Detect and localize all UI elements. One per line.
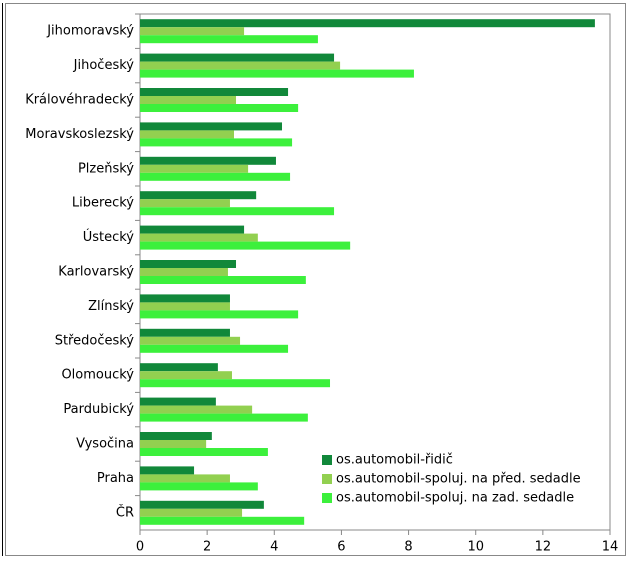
bar (140, 276, 306, 284)
y-tick-label: Ústecký (83, 229, 135, 245)
bar (140, 448, 268, 456)
bar (140, 96, 237, 104)
bar (140, 413, 308, 422)
bar (140, 138, 293, 147)
bar (140, 405, 253, 414)
y-tick-label: Moravskoslezský (25, 127, 134, 142)
x-tick-label: 0 (136, 540, 144, 555)
x-tick-label: 14 (602, 540, 619, 555)
x-tick-label: 4 (270, 540, 278, 555)
bar (140, 440, 207, 448)
y-tick-label: Karlovarský (58, 265, 134, 280)
legend-label: os.automobil-řidič (336, 453, 453, 468)
bar (140, 104, 299, 112)
bar (140, 122, 283, 131)
bar (140, 241, 351, 250)
x-tick-label: 10 (467, 540, 484, 555)
bar (140, 191, 257, 200)
bar (140, 482, 258, 491)
bar (140, 61, 341, 70)
bar (140, 302, 230, 311)
bar (140, 379, 331, 388)
bar (140, 53, 335, 62)
y-tick-label: Vysočina (76, 437, 134, 452)
y-tick-label: Olomoucký (61, 368, 134, 383)
bar (140, 69, 414, 78)
y-tick-label: Pardubický (63, 402, 134, 417)
y-tick-label: Jihočeský (73, 58, 135, 73)
chart-frame (5, 3, 626, 556)
bar (140, 268, 228, 276)
bar (140, 225, 245, 234)
bar (140, 432, 212, 440)
bar (140, 294, 230, 303)
legend-label: os.automobil-spoluj. na zad. sedadle (336, 491, 574, 506)
y-tick-label: Liberecký (72, 196, 134, 211)
bar (140, 172, 291, 181)
bar (140, 260, 237, 268)
bar (140, 27, 245, 36)
bar (140, 500, 264, 509)
bar (140, 88, 289, 96)
bar (140, 363, 218, 372)
bar (140, 516, 305, 525)
bar (140, 156, 276, 165)
x-tick-label: 6 (337, 540, 345, 555)
legend-label: os.automobil-spoluj. na před. sedadle (336, 472, 581, 487)
legend-swatch (322, 474, 332, 484)
y-tick-label: Plzeňský (78, 161, 134, 176)
bar (140, 199, 230, 208)
y-tick-label: Zlínský (88, 299, 134, 314)
bar (140, 336, 241, 345)
y-tick-label: Královéhradecký (25, 93, 134, 108)
bar (140, 207, 335, 216)
bar (140, 474, 230, 483)
legend-swatch (322, 455, 332, 465)
bar (140, 328, 230, 337)
bar (140, 344, 289, 353)
x-tick-label: 2 (203, 540, 211, 555)
bar (140, 466, 195, 475)
bar (140, 310, 299, 319)
y-tick-label: ČR (116, 504, 134, 520)
bar (140, 35, 318, 44)
bar (140, 233, 258, 242)
bar (140, 19, 595, 28)
y-tick-label: Praha (97, 471, 134, 486)
bar (140, 508, 243, 517)
legend-swatch (322, 493, 332, 503)
bar (140, 397, 216, 406)
x-tick-label: 12 (535, 540, 552, 555)
y-tick-label: Středočeský (55, 333, 135, 348)
y-tick-label: Jihomoravský (46, 24, 134, 39)
bar (140, 164, 249, 173)
x-tick-label: 8 (404, 540, 412, 555)
bar (140, 371, 232, 380)
bar (140, 130, 234, 139)
